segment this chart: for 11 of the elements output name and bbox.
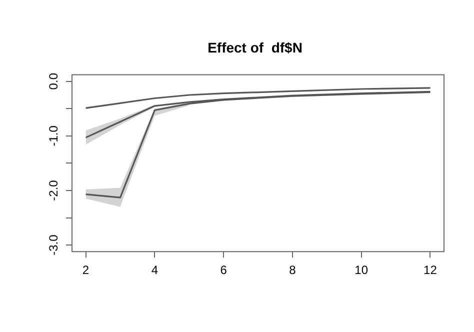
x-tick-label: 4	[151, 263, 158, 278]
x-tick-label: 12	[424, 263, 438, 278]
x-tick-label: 10	[354, 263, 368, 278]
y-tick-label: -3.0	[46, 234, 60, 256]
y-tick-label: -2.0	[46, 180, 60, 201]
y-tick-label: 0.0	[46, 72, 60, 90]
y-tick-label: -1.0	[46, 125, 60, 146]
chart-title: Effect of df$N	[208, 39, 302, 56]
x-tick-label: 6	[220, 263, 228, 278]
x-tick-label: 2	[82, 263, 90, 278]
x-tick-label: 8	[289, 263, 296, 278]
